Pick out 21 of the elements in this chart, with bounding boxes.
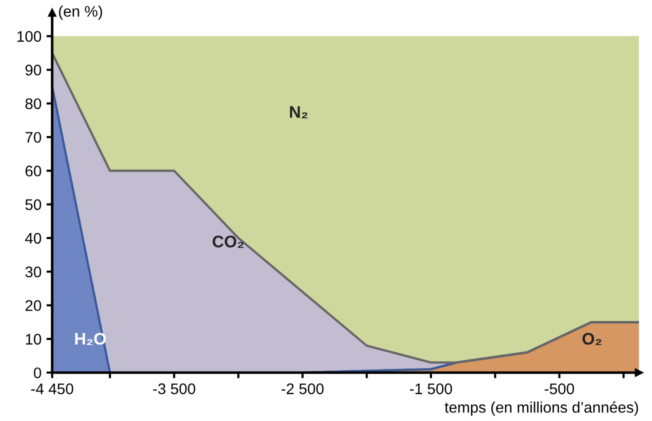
- series-label: CO₂: [212, 236, 244, 248]
- x-tick-label: -1 500: [410, 383, 452, 394]
- y-tick-label: 40: [25, 232, 42, 244]
- y-tick-label: 20: [26, 300, 42, 311]
- y-tick-label: 30: [25, 266, 42, 278]
- x-tick-label: -4 450: [31, 383, 74, 394]
- series-label: N₂: [290, 106, 308, 118]
- x-tick-label: -2 500: [282, 383, 324, 394]
- series-label: O₂: [582, 332, 602, 346]
- x-tick-label: -3 500: [153, 383, 196, 394]
- y-tick-label: 0: [34, 367, 42, 378]
- y-tick-label: 60: [26, 166, 42, 176]
- y-tick-label: 90: [25, 64, 42, 76]
- x-tick-label: -500: [544, 383, 574, 394]
- y-tick-label: 80: [25, 98, 42, 110]
- y-tick-label: 50: [25, 199, 42, 210]
- y-tick-label: 10: [26, 334, 42, 345]
- x-axis-title: temps (en millions d’années): [444, 401, 638, 416]
- y-tick-label: 100: [17, 31, 42, 42]
- y-tick-label: 70: [26, 132, 42, 143]
- y-axis-title: (en %): [58, 6, 102, 20]
